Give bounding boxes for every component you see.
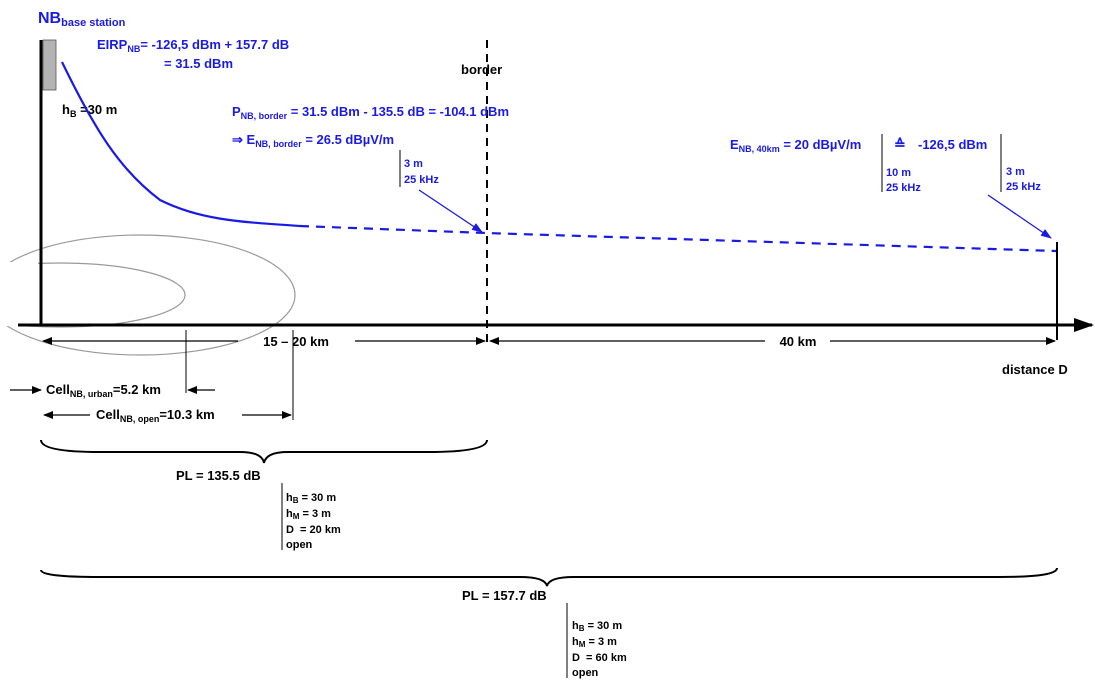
pl1-brace	[40, 439, 488, 464]
border-label: border	[461, 62, 502, 77]
e-40km-dbm: -126,5 dBm	[918, 137, 987, 152]
pl2-param-2: D = 60 km	[572, 652, 627, 664]
pl2-label: PL = 157.7 dB	[462, 588, 547, 603]
e-40km-label: ENB, 40km = 20 dBµV/m	[730, 137, 861, 154]
e-40km-param-1: 10 m	[886, 167, 911, 179]
e-border-arrow	[418, 189, 483, 233]
open-cell-label: CellNB, open=10.3 km	[96, 407, 215, 424]
pl1-param-0: hB = 30 m	[286, 492, 336, 505]
e-40km-arrow	[987, 194, 1052, 239]
field-strength-curve-dashed	[299, 224, 1057, 253]
antenna-icon	[42, 39, 57, 91]
p-border-label: PNB, border = 31.5 dBm - 135.5 dB = -104…	[232, 104, 509, 121]
cell-coverage-ellipses	[0, 234, 296, 356]
e-border-param-2: 25 kHz	[404, 174, 439, 186]
e-40km-param-3: 3 m	[1006, 166, 1025, 178]
pl1-param-2: D = 20 km	[286, 524, 341, 536]
pl2-param-0: hB = 30 m	[572, 620, 622, 633]
e-border-param-1: 3 m	[404, 158, 423, 170]
pl1-label: PL = 135.5 dB	[176, 468, 261, 483]
e-40km-param-4: 25 kHz	[1006, 181, 1041, 193]
e-40km-param-2: 25 kHz	[886, 182, 921, 194]
station-label: NBbase station	[38, 10, 126, 29]
equiv-symbol: ≙	[894, 136, 906, 152]
dim-40-label: 40 km	[780, 334, 817, 349]
urban-cell-ellipse	[0, 262, 186, 328]
pl2-param-3: open	[572, 667, 599, 679]
dim-15-20-label: 15 – 20 km	[263, 334, 329, 349]
e-border-label: ⇒ ENB, border = 26.5 dBµV/m	[232, 132, 394, 149]
pl2-param-1: hM = 3 m	[572, 636, 617, 649]
pl1-param-3: open	[286, 539, 313, 551]
field-strength-curve	[61, 61, 301, 228]
eirp-label: EIRPNB= -126,5 dBm + 157.7 dB	[97, 37, 289, 54]
ellipse-mask	[0, 262, 38, 326]
eirp-result: = 31.5 dBm	[164, 56, 233, 71]
distance-axis-label: distance D	[1002, 362, 1068, 377]
open-cell-ellipse	[0, 234, 296, 356]
hb-label: hB =30 m	[62, 102, 117, 119]
urban-cell-label: CellNB, urban=5.2 km	[46, 382, 161, 399]
pl2-brace	[40, 567, 1058, 587]
pl1-param-1: hM = 3 m	[286, 508, 331, 521]
